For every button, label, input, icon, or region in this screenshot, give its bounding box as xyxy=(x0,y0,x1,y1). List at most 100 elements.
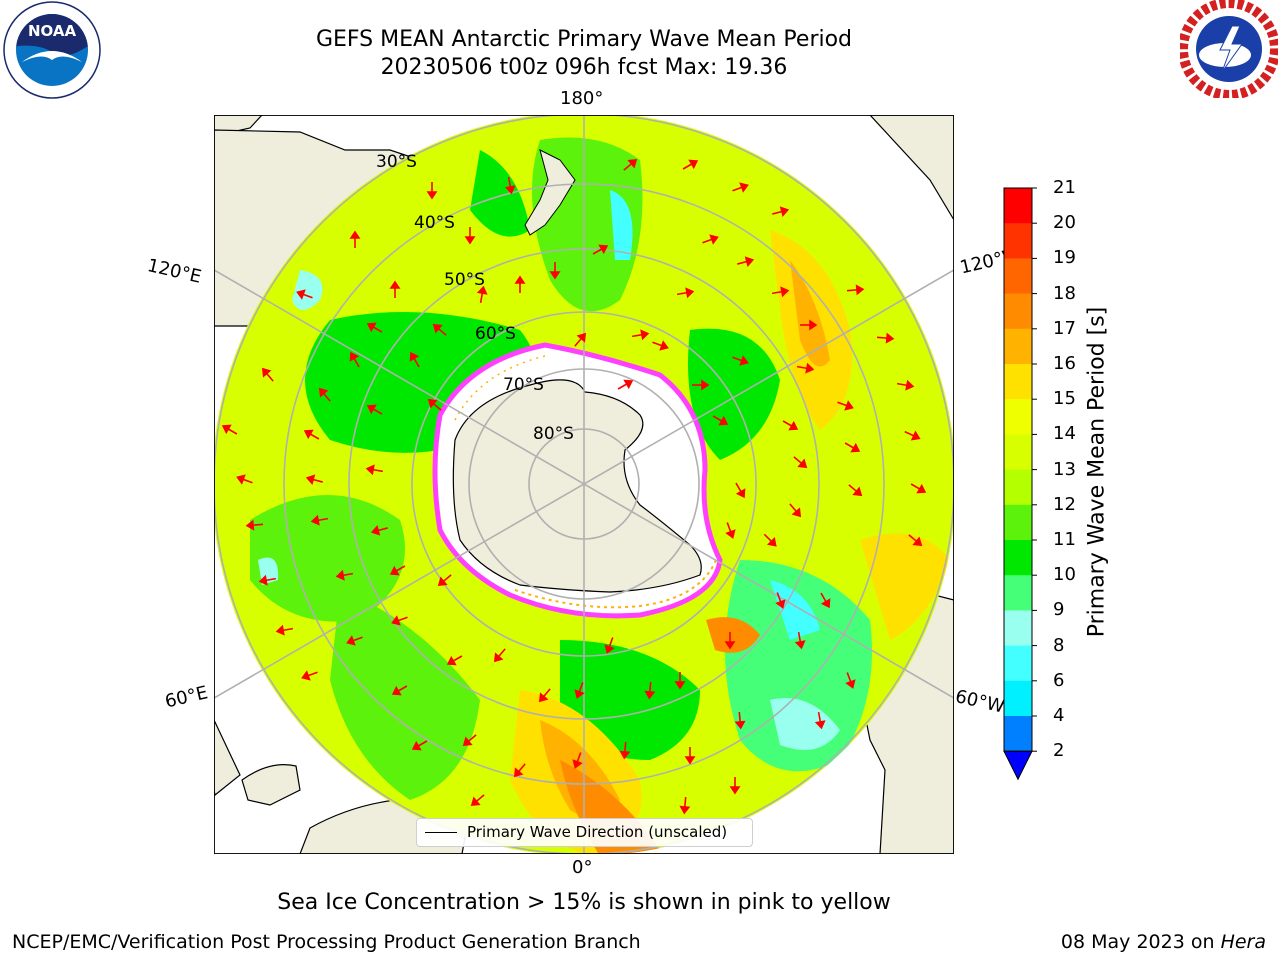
wave-arrow xyxy=(623,158,638,171)
wave-arrow xyxy=(908,534,923,547)
wave-arrow xyxy=(724,632,736,650)
wave-arrow xyxy=(674,672,686,690)
noaa-logo: NOAA xyxy=(2,0,102,100)
lat-label-30s: 30°S xyxy=(376,152,417,172)
lon-label-0: 0° xyxy=(572,857,593,878)
colorbar-bin xyxy=(1004,540,1032,576)
wave-arrow xyxy=(844,442,861,453)
colorbar-tick-label: 2 xyxy=(1053,740,1065,762)
wave-arrow xyxy=(732,355,749,366)
wave-arrow xyxy=(725,522,736,539)
colorbar-bin xyxy=(1004,188,1032,224)
wave-direction-arrows xyxy=(221,158,927,815)
wave-arrow xyxy=(305,474,323,485)
wave-arrow xyxy=(462,734,477,747)
colorbar-tick-label: 20 xyxy=(1053,212,1076,234)
wave-arrow xyxy=(366,404,383,415)
wave-arrow xyxy=(514,275,526,293)
colorbar-label: Primary Wave Mean Period [s] xyxy=(1084,306,1110,638)
nws-logo xyxy=(1178,0,1280,100)
wave-arrow xyxy=(258,574,277,586)
wave-arrow xyxy=(794,631,806,650)
lat-label-40s: 40°S xyxy=(414,213,455,233)
wave-arrow xyxy=(464,227,476,245)
wave-arrow xyxy=(837,400,854,411)
wave-arrow xyxy=(432,323,447,336)
wave-arrow xyxy=(303,429,320,440)
wave-arrow xyxy=(617,379,634,390)
colorbar-tick-label: 14 xyxy=(1053,423,1076,445)
colorbar-bin xyxy=(1004,469,1032,506)
wave-arrow xyxy=(904,430,921,441)
wave-arrow xyxy=(437,574,452,587)
lat-label-50s: 50°S xyxy=(444,270,485,290)
antarctica xyxy=(452,379,702,593)
colorbar-bin xyxy=(1004,645,1032,682)
map-legend: Primary Wave Direction (unscaled) xyxy=(416,818,753,847)
colorbar-tick-label: 15 xyxy=(1053,388,1076,410)
wave-arrow xyxy=(644,681,656,700)
wave-arrow xyxy=(679,796,691,815)
graticule xyxy=(214,115,954,854)
wave-arrow xyxy=(275,624,294,636)
sea-ice-caption: Sea Ice Concentration > 15% is shown in … xyxy=(277,890,891,915)
wave-arrow xyxy=(476,285,488,304)
colorbar-tick-label: 18 xyxy=(1053,282,1076,304)
wave-arrow xyxy=(631,329,650,341)
wave-period-field xyxy=(250,137,950,854)
wave-arrow xyxy=(876,332,895,344)
wave-arrow xyxy=(301,670,318,681)
wave-arrow xyxy=(574,682,585,699)
wave-arrow xyxy=(796,362,815,374)
wave-arrow xyxy=(549,262,561,280)
colorbar-bin xyxy=(1004,575,1032,611)
wave-arrow xyxy=(370,525,388,536)
wave-arrow xyxy=(221,424,238,435)
wave-arrow xyxy=(261,367,274,382)
footer-credit: NCEP/EMC/Verification Post Processing Pr… xyxy=(12,931,641,953)
colorbar-tick-label: 11 xyxy=(1053,529,1076,550)
footer-host: Hera xyxy=(1220,931,1266,953)
colorbar-tick-label: 12 xyxy=(1053,493,1076,515)
colorbar-tick-label: 8 xyxy=(1053,634,1065,656)
wave-arrow xyxy=(365,464,384,476)
wave-arrow xyxy=(712,415,729,426)
wave-arrow xyxy=(702,234,719,245)
colorbar-under-triangle xyxy=(1003,750,1033,781)
wave-arrow xyxy=(592,244,609,255)
colorbar-tick-label: 19 xyxy=(1053,247,1076,269)
wave-arrow xyxy=(793,456,808,469)
colorbar-tick-label: 10 xyxy=(1053,564,1076,586)
legend-line-swatch xyxy=(425,832,457,833)
colorbar-bin xyxy=(1004,293,1032,330)
wave-arrow xyxy=(389,565,406,576)
wave-arrow xyxy=(349,230,361,248)
colorbar-bin xyxy=(1004,434,1032,471)
colorbar-bin xyxy=(1004,680,1032,717)
wave-arrow xyxy=(896,379,915,391)
colorbar-tick-label: 13 xyxy=(1053,458,1076,480)
lat-label-80s: 80°S xyxy=(533,424,574,444)
colorbar-bin xyxy=(1004,504,1032,541)
wave-arrow xyxy=(409,351,420,368)
colorbar xyxy=(1003,187,1037,781)
wave-arrow xyxy=(427,398,442,411)
wave-arrow xyxy=(800,319,818,331)
wave-arrow xyxy=(446,655,463,666)
wave-arrow xyxy=(775,592,786,609)
lat-label-60s: 60°S xyxy=(475,324,516,344)
wave-arrow xyxy=(692,379,710,391)
wave-arrow xyxy=(737,256,755,267)
wave-arrow xyxy=(236,474,253,485)
colorbar-bin xyxy=(1004,399,1032,435)
wave-arrow xyxy=(426,182,438,200)
wave-arrow xyxy=(814,711,826,730)
colorbar-tick-label: 6 xyxy=(1053,669,1065,691)
wave-arrow xyxy=(493,648,506,663)
wave-arrow xyxy=(391,685,408,696)
wave-arrow xyxy=(729,777,741,795)
wave-arrow xyxy=(296,289,313,300)
wave-arrow xyxy=(619,741,631,760)
wave-arrow xyxy=(684,747,696,765)
